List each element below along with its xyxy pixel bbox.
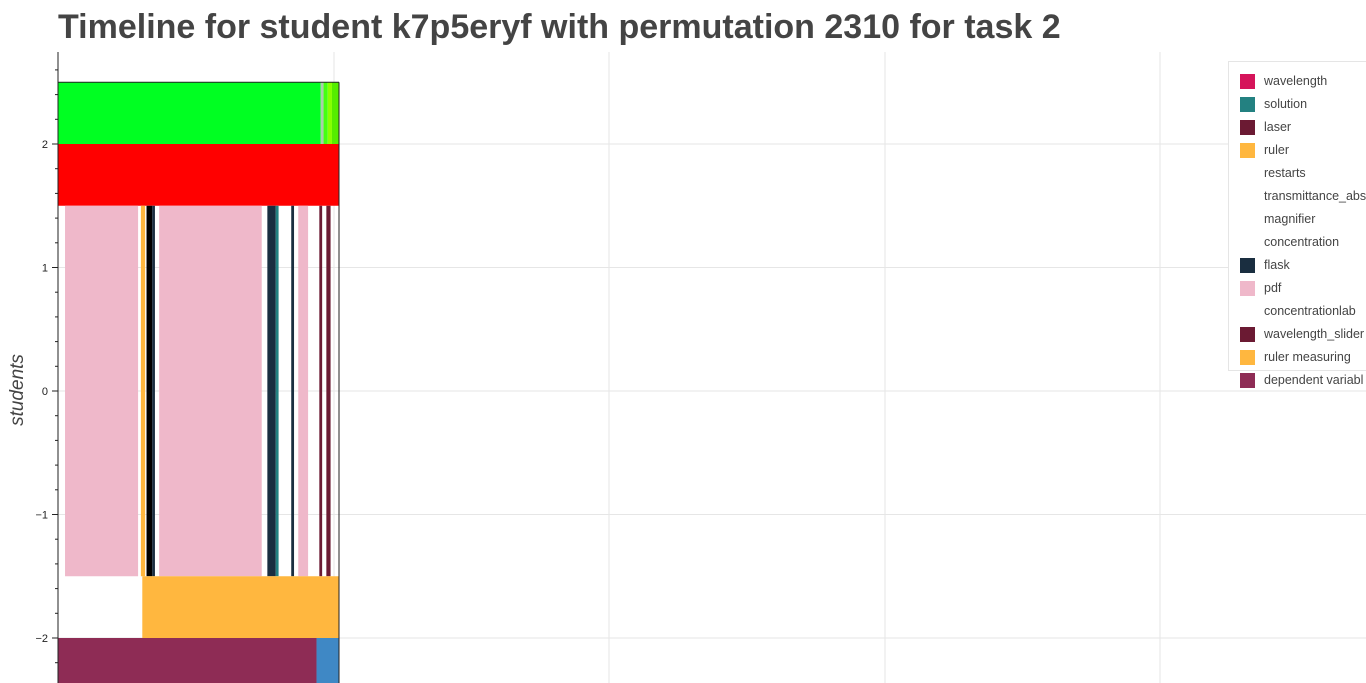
legend-item: laser	[1240, 118, 1291, 136]
legend-item: ruler	[1240, 141, 1289, 159]
y-tick-label: −1	[35, 510, 48, 522]
legend-label: ruler measuring	[1264, 350, 1351, 364]
legend-item: wavelength_slider	[1240, 325, 1364, 343]
legend-swatch	[1240, 73, 1255, 89]
timeline-segment	[291, 205, 295, 577]
legend-item: transmittance_abs	[1240, 187, 1366, 205]
timeline-segment	[326, 205, 331, 577]
legend-swatch	[1240, 119, 1255, 135]
y-tick-label: 0	[42, 386, 48, 398]
legend-swatch	[1240, 372, 1255, 388]
timeline-segment	[58, 638, 317, 683]
legend-label: ruler	[1264, 143, 1290, 157]
legend-swatch	[1240, 165, 1255, 181]
legend-label: dependent variabl	[1264, 373, 1364, 387]
timeline-segment	[275, 205, 279, 577]
legend-label: transmittance_abs	[1264, 189, 1366, 203]
timeline-segment	[323, 82, 328, 144]
legend-swatch	[1240, 188, 1255, 204]
legend: wavelength solution laser ruler restarts tran…	[1228, 61, 1366, 388]
legend-label: wavelength	[1264, 74, 1328, 88]
timeline-segment	[146, 205, 153, 577]
legend-label: pdf	[1264, 281, 1282, 295]
legend-swatch	[1240, 234, 1255, 250]
legend-label: restarts	[1264, 166, 1306, 180]
legend-item: concentrationlab	[1240, 302, 1356, 320]
timeline-segment	[65, 205, 139, 577]
timeline-segment	[316, 638, 339, 683]
legend-swatch	[1240, 326, 1255, 342]
legend-item: magnifier	[1240, 210, 1315, 228]
legend-item: concentration	[1240, 233, 1339, 251]
legend-item: dependent variabl	[1240, 371, 1363, 389]
legend-label: magnifier	[1264, 212, 1316, 226]
legend-swatch	[1240, 211, 1255, 227]
y-tick-label: −2	[35, 633, 48, 645]
timeline-segment	[152, 205, 155, 577]
legend-item: wavelength	[1240, 72, 1327, 90]
legend-swatch	[1240, 349, 1255, 365]
y-tick-label: 2	[42, 139, 48, 151]
timeline-segment	[298, 205, 309, 577]
legend-swatch	[1240, 257, 1255, 273]
legend-item: restarts	[1240, 164, 1306, 182]
timeline-segment	[140, 205, 146, 577]
legend-item: pdf	[1240, 279, 1281, 297]
timeline-segment	[331, 82, 339, 144]
timeline-segment	[327, 82, 332, 144]
y-axis-label: students	[7, 354, 28, 426]
timeline-segment	[320, 82, 324, 144]
y-tick-label: 1	[42, 263, 48, 275]
legend-swatch	[1240, 96, 1255, 112]
timeline-segment	[58, 82, 321, 144]
legend-label: solution	[1264, 97, 1308, 111]
chart-title: Timeline for student k7p5eryf with permu…	[58, 8, 1061, 46]
legend-swatch	[1240, 280, 1255, 296]
legend-label: laser	[1264, 120, 1292, 134]
legend-label: wavelength_slider	[1264, 327, 1365, 341]
timeline-segment	[58, 144, 339, 206]
legend-swatch	[1240, 142, 1255, 158]
legend-label: flask	[1264, 258, 1290, 272]
legend-item: solution	[1240, 95, 1307, 113]
legend-item: flask	[1240, 256, 1290, 274]
timeline-segment	[319, 205, 323, 577]
legend-item: ruler measuring	[1240, 348, 1351, 366]
legend-swatch	[1240, 303, 1255, 319]
timeline-segment	[159, 205, 262, 577]
timeline-segment	[267, 205, 276, 577]
legend-label: concentration	[1264, 235, 1340, 249]
legend-label: concentrationlab	[1264, 304, 1356, 318]
timeline-segment	[142, 576, 339, 638]
